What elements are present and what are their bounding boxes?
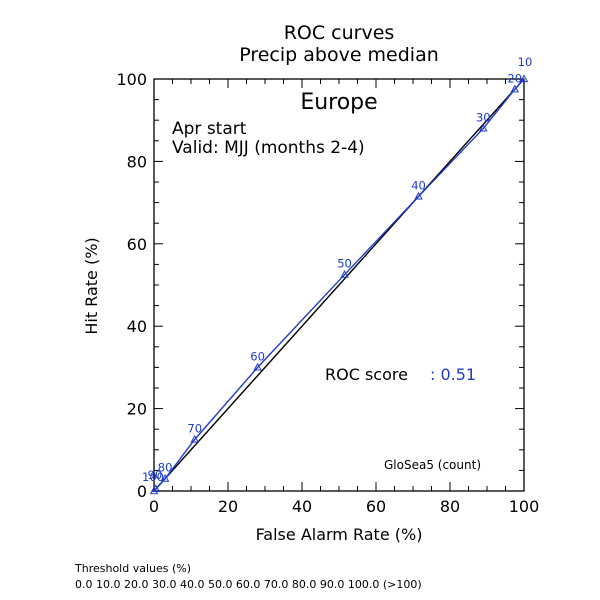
threshold-label: 50: [337, 257, 352, 271]
threshold-label: 90: [148, 468, 163, 482]
y-tick-label: 20: [127, 400, 147, 419]
x-tick-label: 20: [218, 497, 238, 516]
roc-point-marker: [519, 74, 529, 83]
roc-score-value: : 0.51: [430, 365, 476, 384]
roc-point-marker: [151, 484, 161, 493]
y-tick-label: 0: [137, 482, 147, 501]
roc-point-marker: [253, 362, 262, 371]
x-axis-label: False Alarm Rate (%): [256, 525, 423, 544]
roc-point-marker: [479, 123, 488, 132]
chart-title: ROC curves: [284, 22, 395, 44]
region-label: Europe: [300, 90, 377, 115]
threshold-label: 70: [187, 422, 202, 436]
x-tick-label: 40: [292, 497, 312, 516]
x-tick-label: 100: [509, 497, 540, 516]
threshold-title: Threshold values (%): [75, 562, 192, 575]
roc-curve-line: [153, 78, 525, 492]
y-axis-label: Hit Rate (%): [82, 237, 101, 334]
threshold-label: 40: [411, 178, 426, 192]
threshold-label: 100: [142, 470, 164, 484]
threshold-values: 0.0 10.0 20.0 30.0 40.0 50.0 60.0 70.0 8…: [75, 578, 422, 591]
y-tick-label: 100: [116, 70, 147, 89]
roc-point-marker: [149, 486, 159, 495]
x-tick-label: 80: [440, 497, 460, 516]
start-annotation: Apr start: [172, 119, 247, 139]
threshold-label: 10: [518, 55, 533, 69]
roc-point-marker: [340, 270, 349, 278]
no-skill-diagonal: [153, 78, 525, 492]
roc-point-marker: [510, 84, 519, 93]
threshold-legend: Threshold values (%) 0.0 10.0 20.0 30.0 …: [75, 561, 422, 593]
roc-point-marker: [160, 474, 170, 482]
y-tick-label: 80: [127, 152, 147, 171]
y-tick-label: 40: [127, 317, 147, 336]
roc-point-marker: [414, 191, 423, 200]
valid-annotation: Valid: MJJ (months 2-4): [172, 138, 365, 158]
threshold-label: 60: [250, 349, 265, 363]
y-tick-label: 60: [127, 235, 147, 254]
roc-score-label: ROC score: [325, 365, 408, 384]
x-tick-label: 60: [366, 497, 386, 516]
chart-subtitle: Precip above median: [239, 44, 439, 66]
threshold-label: 80: [158, 461, 173, 475]
x-tick-label: 0: [149, 497, 159, 516]
roc-point-marker: [190, 434, 199, 443]
threshold-label: 30: [476, 110, 491, 124]
model-label: GloSea5 (count): [384, 458, 481, 472]
roc-chart: ROC curves Precip above median Europe Ap…: [82, 22, 539, 544]
threshold-label: 20: [507, 71, 522, 85]
